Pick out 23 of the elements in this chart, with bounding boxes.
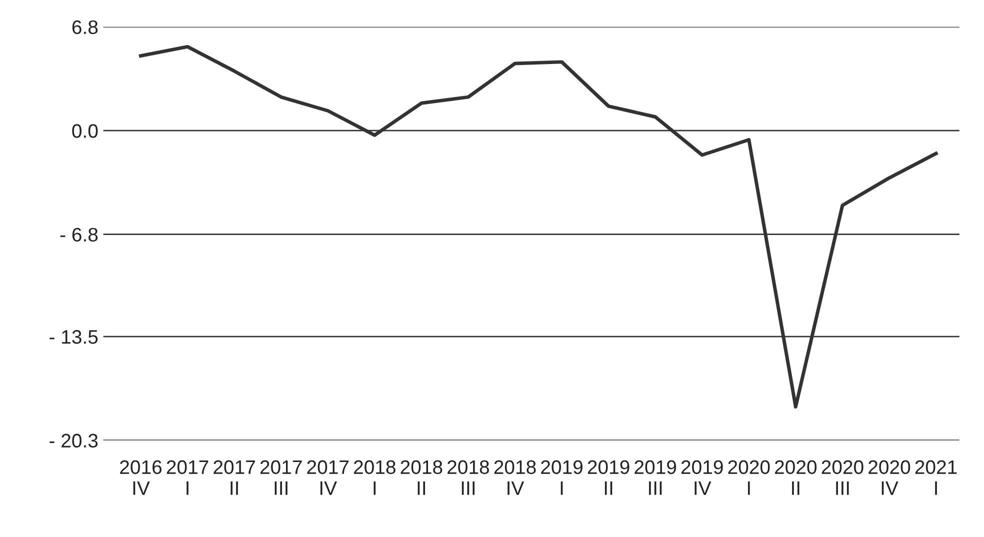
x-tick-label: 2019 III	[634, 460, 676, 495]
y-tick-label: - 6.8	[60, 228, 98, 242]
y-tick-label: 6.8	[72, 20, 98, 34]
x-tick-label: 2017 IV	[307, 460, 349, 495]
x-tick-label: 2020 IV	[868, 460, 910, 495]
x-tick-label: 2019 I	[541, 460, 582, 495]
x-tick-label: 2017 III	[260, 460, 302, 495]
y-tick-label: - 20.3	[50, 434, 98, 448]
x-tick-label: 2019 II	[588, 460, 630, 495]
x-tick-label: 2017 II	[214, 460, 255, 495]
x-tick-label: 2020 II	[775, 460, 817, 495]
x-tick-label: 2016 IV	[120, 460, 162, 495]
x-tick-label: 2019 IV	[681, 460, 723, 495]
y-tick-label: 0.0	[72, 124, 98, 138]
x-tick-label: 2021 I	[915, 460, 957, 495]
x-tick-label: 2018 I	[354, 460, 396, 495]
x-tick-label: 2018 IV	[494, 460, 536, 495]
x-tick-label: 2018 II	[400, 460, 442, 495]
x-tick-label: 2017 I	[166, 460, 208, 495]
x-tick-label: 2018 III	[448, 460, 489, 495]
x-tick-label: 2020 III	[822, 460, 864, 495]
y-tick-label: - 13.5	[50, 330, 98, 344]
x-tick-label: 2020 I	[728, 460, 770, 495]
